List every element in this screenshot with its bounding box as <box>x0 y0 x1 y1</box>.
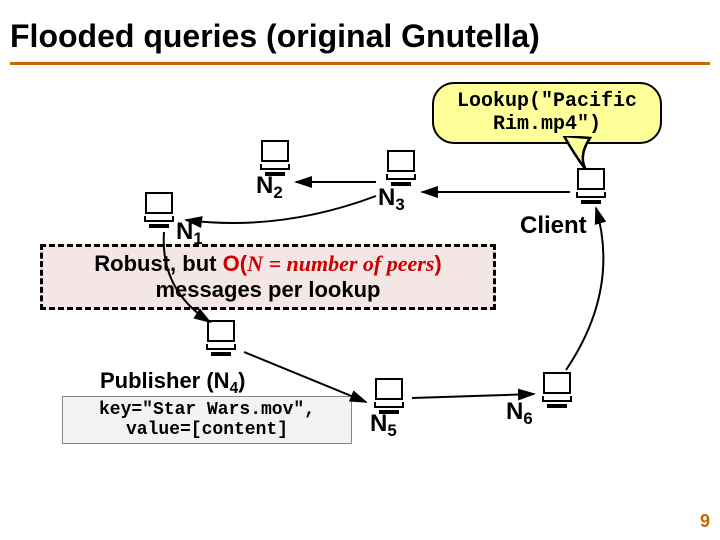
n3-icon <box>382 150 420 186</box>
lookup-line2: Rim.mp4") <box>493 113 601 136</box>
robust-prefix: Robust, but <box>94 251 222 276</box>
robust-callout: Robust, but O(N = number of peers) messa… <box>40 244 496 310</box>
n4-icon <box>202 320 240 356</box>
edge-n4-n5 <box>244 352 366 402</box>
key-line1: key="Star Wars.mov", <box>99 400 315 420</box>
robust-line2: messages per lookup <box>156 277 381 302</box>
page-title: Flooded queries (original Gnutella) <box>10 18 540 55</box>
robust-close: ) <box>434 251 441 276</box>
key-value-box: key="Star Wars.mov", value=[content] <box>62 396 352 444</box>
robust-bigO: O( <box>223 251 247 276</box>
n1-label: N1 <box>176 218 203 246</box>
n2-label: N2 <box>256 172 283 200</box>
page-number: 9 <box>700 511 710 532</box>
title-divider <box>10 62 710 65</box>
slide: Flooded queries (original Gnutella) Look… <box>0 0 720 540</box>
n5-icon <box>370 378 408 414</box>
lookup-line1: Lookup("Pacific <box>457 90 637 113</box>
key-line2: value=[content] <box>126 420 288 440</box>
client-icon <box>572 168 610 204</box>
n3-label: N3 <box>378 184 405 212</box>
n6-label: N6 <box>506 398 533 426</box>
n6-icon <box>538 372 576 408</box>
n1-icon <box>140 192 178 228</box>
n2-icon <box>256 140 294 176</box>
publisher-label: Publisher (N4) <box>100 368 245 394</box>
client-label: Client <box>520 212 587 240</box>
lookup-bubble: Lookup("Pacific Rim.mp4") <box>432 82 662 144</box>
robust-inner: N = number of peers <box>247 251 434 276</box>
n5-label: N5 <box>370 410 397 438</box>
